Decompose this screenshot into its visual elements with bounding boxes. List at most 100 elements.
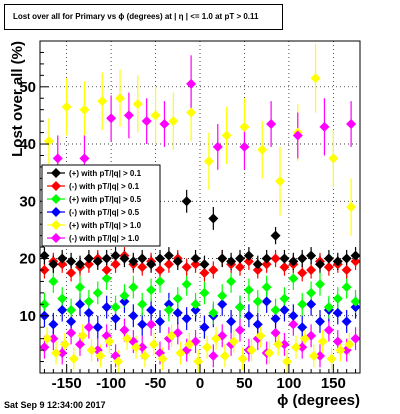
data-point bbox=[261, 296, 272, 307]
data-point bbox=[92, 287, 103, 298]
legend: (+) with pT/|q| > 0.1 (-) with pT/|q| > 0… bbox=[41, 164, 161, 247]
data-point bbox=[172, 293, 183, 304]
data-point bbox=[288, 273, 299, 284]
data-point bbox=[137, 319, 148, 330]
data-point bbox=[246, 345, 257, 356]
data-point bbox=[226, 256, 237, 267]
data-point bbox=[306, 250, 317, 261]
data-point bbox=[190, 305, 201, 316]
y-tick-label: 20 bbox=[19, 251, 36, 268]
data-point bbox=[113, 356, 124, 367]
data-point bbox=[350, 302, 361, 313]
data-point bbox=[332, 293, 343, 304]
data-point bbox=[155, 316, 165, 327]
data-point bbox=[186, 107, 197, 118]
data-point bbox=[61, 101, 72, 112]
data-point bbox=[181, 262, 192, 273]
data-point bbox=[110, 259, 121, 270]
data-point bbox=[128, 256, 139, 267]
data-point bbox=[131, 342, 141, 353]
data-point bbox=[92, 322, 103, 333]
legend-marker bbox=[51, 207, 61, 217]
data-point bbox=[208, 264, 219, 275]
data-point bbox=[59, 339, 70, 350]
data-point bbox=[208, 307, 219, 318]
data-point bbox=[186, 78, 197, 89]
data-point bbox=[83, 307, 94, 318]
data-point bbox=[346, 202, 357, 212]
data-point bbox=[110, 302, 121, 313]
data-point bbox=[243, 256, 254, 267]
data-point bbox=[75, 259, 85, 270]
data-point bbox=[315, 316, 325, 327]
data-point bbox=[137, 299, 148, 310]
data-point bbox=[243, 285, 254, 295]
legend-label: (+) with pT/|q| > 0.1 bbox=[69, 169, 142, 178]
data-point bbox=[128, 282, 139, 293]
data-point bbox=[328, 153, 339, 164]
data-point bbox=[101, 264, 112, 275]
data-point bbox=[279, 339, 290, 350]
data-point bbox=[308, 350, 319, 361]
data-point bbox=[66, 305, 77, 316]
data-point bbox=[83, 259, 94, 270]
data-point bbox=[106, 113, 117, 124]
data-point bbox=[181, 279, 192, 290]
data-point bbox=[341, 253, 352, 264]
data-point bbox=[306, 299, 317, 310]
data-point bbox=[42, 333, 53, 344]
x-tick-label: -150 bbox=[52, 375, 82, 392]
legend-label: (+) with pT/|q| > 0.5 bbox=[69, 195, 142, 204]
data-point bbox=[119, 290, 130, 301]
data-point bbox=[288, 319, 299, 330]
data-point bbox=[75, 282, 85, 293]
data-point bbox=[128, 310, 139, 321]
data-point bbox=[341, 264, 352, 275]
x-tick-label: -50 bbox=[145, 375, 167, 392]
data-point bbox=[199, 322, 210, 333]
data-point bbox=[235, 302, 245, 313]
datestamp: Sat Sep 9 12:34:00 2017 bbox=[4, 400, 106, 410]
data-point bbox=[57, 293, 68, 304]
data-point bbox=[199, 287, 210, 298]
data-point bbox=[52, 153, 63, 164]
data-point bbox=[279, 262, 290, 273]
data-point bbox=[119, 253, 130, 264]
grid bbox=[40, 41, 360, 373]
data-point bbox=[299, 333, 310, 344]
data-point bbox=[341, 316, 352, 327]
data-point bbox=[163, 250, 174, 261]
data-point bbox=[291, 342, 301, 353]
data-point bbox=[75, 299, 85, 310]
legend-label: (-) with pT/|q| > 0.5 bbox=[69, 208, 140, 217]
legend-box bbox=[41, 164, 161, 247]
data-point bbox=[190, 259, 201, 270]
data-point bbox=[306, 264, 317, 275]
data-point bbox=[350, 256, 361, 267]
data-point bbox=[163, 305, 174, 316]
data-point bbox=[315, 279, 325, 290]
data-point bbox=[146, 285, 157, 295]
data-point bbox=[270, 230, 281, 241]
data-point bbox=[146, 305, 157, 316]
data-point bbox=[332, 256, 343, 267]
data-point bbox=[155, 264, 165, 275]
data-point bbox=[168, 116, 179, 127]
data-point bbox=[226, 316, 237, 327]
data-point bbox=[221, 130, 232, 141]
data-point bbox=[270, 305, 281, 316]
data-point bbox=[226, 276, 237, 287]
data-point bbox=[243, 310, 254, 321]
data-point bbox=[57, 253, 68, 264]
data-point bbox=[282, 356, 293, 367]
data-point bbox=[228, 336, 239, 347]
data-point bbox=[66, 256, 77, 267]
data-point bbox=[57, 305, 68, 316]
data-point bbox=[132, 98, 143, 109]
y-tick-label: 50 bbox=[19, 79, 36, 96]
data-point bbox=[235, 253, 245, 264]
data-point bbox=[266, 119, 277, 129]
data-point bbox=[270, 327, 281, 338]
data-point bbox=[288, 310, 299, 321]
data-point bbox=[350, 333, 361, 344]
